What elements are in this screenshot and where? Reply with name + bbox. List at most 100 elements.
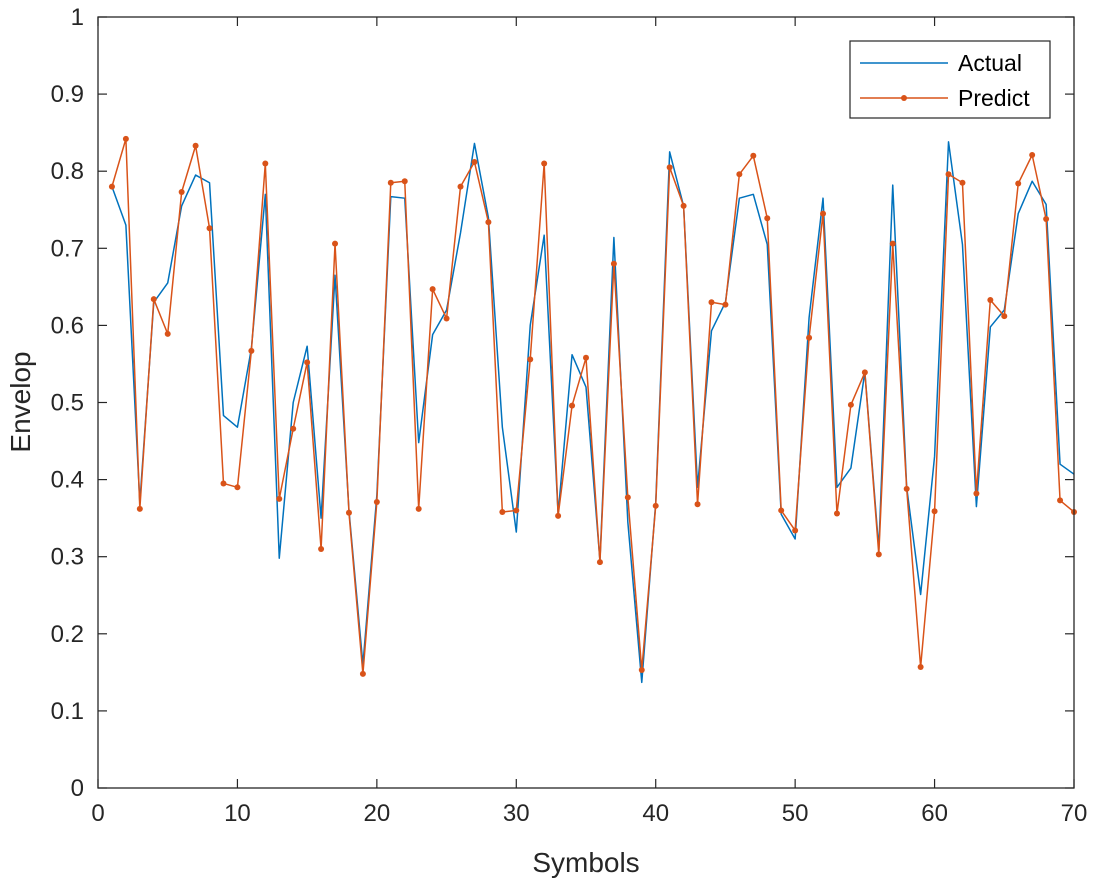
data-point-predict-27 — [471, 158, 478, 165]
data-point-predict-59 — [917, 663, 924, 670]
x-tick-label-1: 10 — [224, 800, 251, 827]
data-point-predict-57 — [889, 240, 896, 247]
data-point-predict-66 — [1015, 180, 1022, 187]
tick-labels: 0 10 20 30 40 50 60 70 0 0.1 0.2 0.3 0.4 0.5 0.6 0.7 0.8… — [51, 4, 1088, 827]
y-tick-label-9: 0.9 — [51, 81, 84, 108]
series-layer — [108, 135, 1077, 684]
data-point-predict-14 — [290, 425, 297, 432]
data-point-predict-42 — [680, 202, 687, 209]
data-point-predict-56 — [875, 551, 882, 558]
data-point-predict-53 — [833, 510, 840, 517]
y-tick-label-3: 0.3 — [51, 544, 84, 571]
x-tick-label-4: 40 — [642, 800, 669, 827]
data-point-predict-30 — [513, 507, 520, 514]
data-point-predict-5 — [164, 330, 171, 337]
data-point-predict-24 — [429, 286, 436, 293]
y-axis-label: Envelop — [5, 351, 36, 452]
data-point-predict-8 — [206, 225, 213, 232]
x-tick-label-2: 20 — [364, 800, 391, 827]
data-point-predict-61 — [945, 171, 952, 178]
data-point-predict-17 — [332, 240, 339, 247]
data-point-predict-28 — [485, 219, 492, 226]
x-tick-label-0: 0 — [91, 800, 104, 827]
y-tick-label-6: 0.6 — [51, 312, 84, 339]
data-point-predict-38 — [624, 494, 631, 501]
data-point-predict-47 — [750, 152, 757, 159]
y-tick-label-7: 0.7 — [51, 235, 84, 262]
data-point-predict-46 — [736, 171, 743, 178]
data-point-predict-50 — [792, 527, 799, 534]
legend-marker-predict — [901, 95, 907, 101]
y-tick-label-8: 0.8 — [51, 158, 84, 185]
data-point-predict-52 — [820, 210, 827, 217]
data-point-predict-33 — [555, 512, 562, 519]
legend-box — [849, 40, 1051, 119]
data-point-predict-13 — [276, 495, 283, 502]
data-point-predict-48 — [764, 215, 771, 222]
data-point-predict-64 — [987, 296, 994, 303]
data-point-predict-67 — [1029, 152, 1036, 159]
x-tick-label-6: 60 — [921, 800, 948, 827]
data-point-predict-65 — [1001, 313, 1008, 320]
data-point-predict-7 — [192, 142, 199, 149]
data-point-predict-19 — [359, 670, 366, 677]
data-point-predict-69 — [1057, 497, 1064, 504]
series-line-predict — [111, 138, 1075, 675]
data-point-predict-2 — [122, 135, 129, 142]
data-point-predict-11 — [248, 347, 255, 354]
data-point-predict-22 — [401, 178, 408, 185]
data-point-predict-63 — [973, 490, 980, 497]
data-point-predict-58 — [903, 485, 910, 492]
x-tick-label-5: 50 — [782, 800, 809, 827]
x-axis-label: Symbols — [532, 847, 639, 878]
x-tick-label-7: 70 — [1061, 800, 1088, 827]
data-point-predict-35 — [583, 354, 589, 361]
data-point-predict-25 — [443, 315, 450, 322]
data-point-predict-51 — [806, 334, 813, 341]
y-tick-label-0: 0 — [71, 775, 84, 802]
data-point-predict-60 — [931, 508, 938, 515]
data-point-predict-18 — [345, 509, 352, 516]
legend: Actual Predict — [849, 40, 1051, 119]
data-point-predict-21 — [387, 179, 394, 186]
data-point-predict-36 — [596, 559, 603, 566]
data-point-predict-29 — [499, 508, 506, 515]
data-point-predict-68 — [1043, 216, 1050, 223]
data-point-predict-20 — [373, 498, 380, 505]
y-tick-label-1: 0.1 — [51, 698, 84, 725]
data-point-predict-4 — [150, 296, 157, 303]
y-tick-label-5: 0.5 — [51, 390, 84, 417]
data-point-predict-37 — [610, 260, 617, 267]
data-point-predict-10 — [234, 484, 241, 491]
data-point-predict-12 — [262, 160, 269, 167]
y-tick-label-2: 0.2 — [51, 621, 84, 648]
data-point-predict-15 — [304, 359, 311, 366]
axis-ticks — [97, 16, 1075, 789]
data-point-predict-40 — [652, 502, 659, 509]
data-point-predict-54 — [847, 401, 854, 408]
data-point-predict-34 — [569, 402, 576, 409]
data-point-predict-32 — [541, 160, 548, 167]
data-point-predict-49 — [778, 507, 785, 514]
data-point-predict-23 — [415, 505, 422, 512]
series-line-actual — [111, 141, 1075, 684]
legend-label-predict: Predict — [958, 85, 1030, 111]
data-point-predict-39 — [638, 667, 645, 674]
data-point-predict-26 — [457, 183, 464, 190]
plot-area-box — [97, 16, 1075, 789]
data-point-predict-3 — [136, 505, 143, 512]
data-point-predict-9 — [220, 480, 227, 487]
data-point-predict-55 — [861, 369, 868, 376]
y-tick-label-10: 1 — [71, 4, 84, 31]
data-point-predict-62 — [959, 179, 966, 186]
y-tick-label-4: 0.4 — [51, 467, 84, 494]
data-point-predict-31 — [527, 356, 534, 363]
data-point-predict-43 — [694, 501, 701, 508]
data-point-predict-44 — [708, 299, 715, 306]
data-point-predict-16 — [318, 545, 325, 552]
data-point-predict-41 — [666, 164, 673, 171]
data-point-predict-6 — [178, 189, 185, 196]
data-point-predict-45 — [722, 301, 729, 308]
